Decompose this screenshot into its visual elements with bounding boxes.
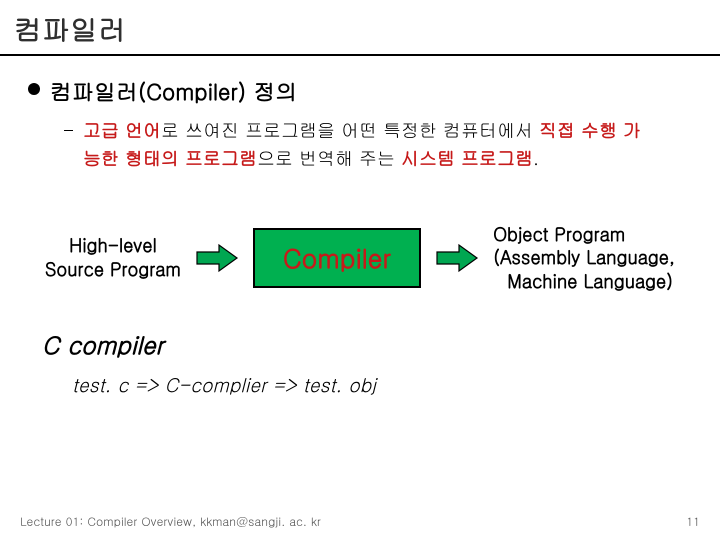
plain-text: 으로 번역해 주는: [257, 146, 401, 171]
title-bar: 컴파일러: [0, 0, 720, 56]
bullet-heading: 컴파일러(Compiler) 정의: [50, 76, 297, 107]
label-line: Machine Language): [493, 269, 673, 294]
example-section: C compiler test. c => C-complier => test…: [42, 327, 692, 398]
emphasis-text: 고급 언어: [83, 118, 161, 143]
definition-text: 고급 언어로 쓰여진 프로그램을 어떤 특정한 컴퓨터에서 직접 수행 가능한 …: [83, 117, 653, 173]
label-line: Object Program: [493, 222, 625, 247]
sub-bullet-row: – 고급 언어로 쓰여진 프로그램을 어떤 특정한 컴퓨터에서 직접 수행 가능…: [64, 117, 692, 173]
page-number: 11: [686, 513, 700, 530]
diagram-right-label: Object Program (Assembly Language, Machi…: [493, 223, 675, 293]
label-line: (Assembly Language,: [493, 245, 675, 270]
label-line: High-level: [69, 233, 157, 258]
arrow-right-icon: [435, 243, 479, 273]
example-title: C compiler: [42, 327, 692, 361]
arrow-right-icon: [195, 243, 239, 273]
example-line: test. c => C-complier => test. obj: [72, 371, 692, 398]
compiler-diagram: High-level Source Program Compiler Objec…: [28, 223, 692, 293]
content-area: 컴파일러(Compiler) 정의 – 고급 언어로 쓰여진 프로그램을 어떤 …: [0, 56, 720, 398]
slide-title: 컴파일러: [14, 8, 706, 48]
bullet-row: 컴파일러(Compiler) 정의: [28, 76, 692, 107]
arrow-shape: [197, 245, 237, 271]
plain-text: 로 쓰여진 프로그램을 어떤 특정한 컴퓨터에서: [161, 118, 539, 143]
label-line: Source Program: [45, 257, 181, 282]
plain-text: .: [533, 146, 539, 171]
arrow-shape: [437, 245, 477, 271]
bullet-icon: [28, 83, 40, 95]
diagram-left-label: High-level Source Program: [45, 234, 181, 281]
compiler-box: Compiler: [253, 228, 421, 288]
footer-left: Lecture 01: Compiler Overview, kkman@san…: [20, 513, 321, 530]
footer: Lecture 01: Compiler Overview, kkman@san…: [0, 513, 720, 530]
dash-icon: –: [64, 117, 73, 145]
emphasis-text: 시스템 프로그램: [401, 146, 533, 171]
